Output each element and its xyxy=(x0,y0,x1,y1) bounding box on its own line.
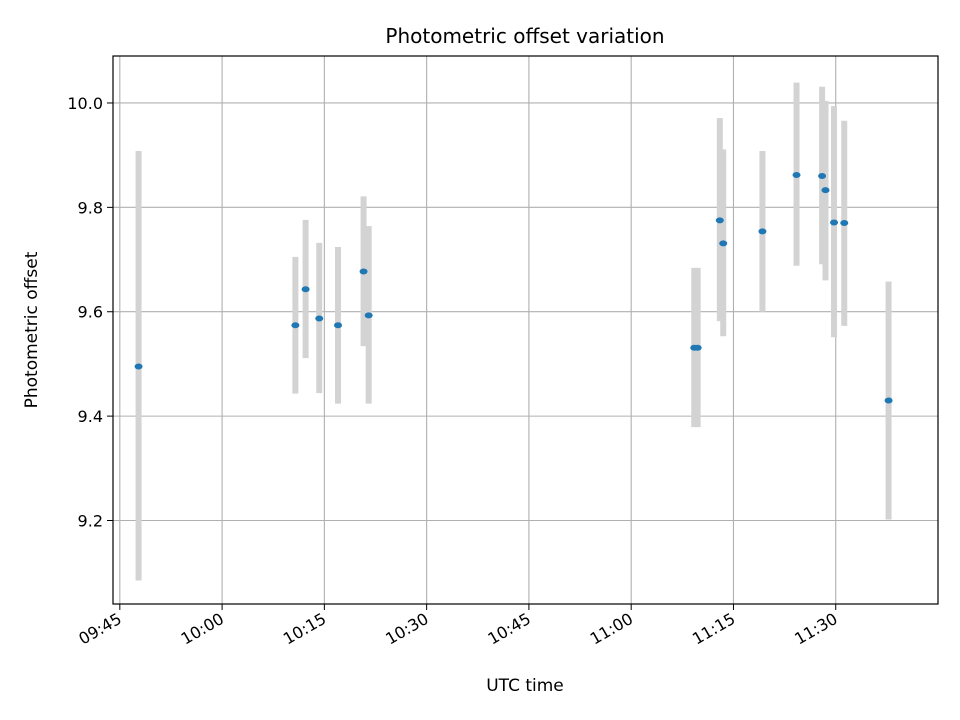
data-point xyxy=(315,315,324,322)
x-tick-label: 09:45 xyxy=(75,609,124,649)
data-point xyxy=(719,240,728,247)
x-tick-label: 11:00 xyxy=(587,609,636,649)
y-tick-label: 10.0 xyxy=(67,94,103,113)
data-point xyxy=(884,397,893,404)
data-point xyxy=(301,286,310,293)
data-point xyxy=(821,187,830,194)
x-tick-label: 11:30 xyxy=(791,609,840,649)
chart-title: Photometric offset variation xyxy=(385,24,664,48)
data-point xyxy=(334,322,342,329)
y-axis-ticks: 9.2 9.4 9.6 9.8 10.0 xyxy=(67,94,113,530)
y-tick-label: 9.6 xyxy=(78,303,103,322)
data-point xyxy=(758,228,767,235)
data-point xyxy=(291,322,300,329)
data-point xyxy=(364,312,373,319)
y-tick-label: 9.4 xyxy=(78,407,103,426)
x-tick-label: 10:15 xyxy=(280,609,329,649)
y-tick-label: 9.8 xyxy=(78,198,103,217)
x-tick-label: 11:15 xyxy=(689,609,738,649)
data-point xyxy=(693,344,702,351)
data-point xyxy=(134,363,143,370)
y-tick-label: 9.2 xyxy=(78,511,103,530)
data-point xyxy=(792,171,801,178)
data-point xyxy=(840,220,849,227)
grid xyxy=(113,56,938,604)
x-tick-label: 10:45 xyxy=(484,609,533,649)
data-points xyxy=(134,171,893,404)
data-point xyxy=(715,217,724,224)
x-tick-label: 10:30 xyxy=(382,609,431,649)
data-point xyxy=(818,173,827,180)
y-axis-label: Photometric offset xyxy=(22,251,42,408)
plot-frame xyxy=(112,55,939,605)
x-tick-label: 10:00 xyxy=(178,609,227,649)
error-bars xyxy=(135,82,892,581)
x-axis-ticks: 09:45 10:00 10:15 10:30 10:45 11:00 11:15 11:30 xyxy=(75,604,841,649)
data-point xyxy=(359,268,368,275)
data-point xyxy=(830,219,839,226)
x-axis-label: UTC time xyxy=(486,676,564,696)
